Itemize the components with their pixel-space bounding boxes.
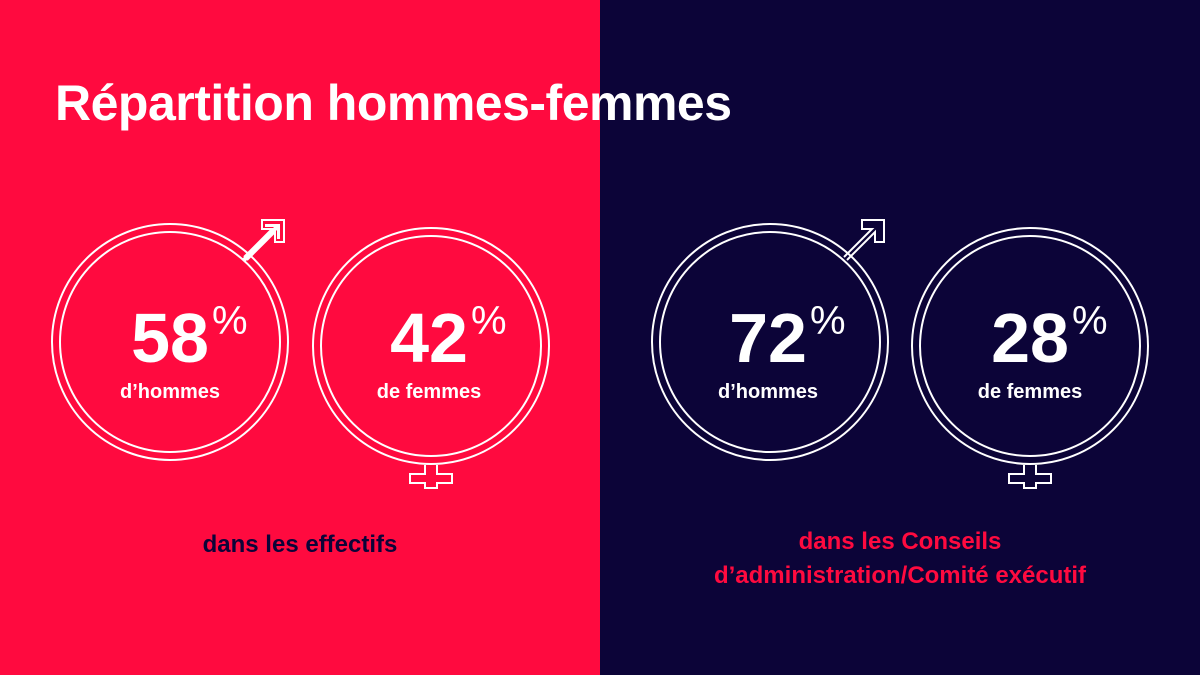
percent-unit: %	[1071, 299, 1108, 343]
left-panel-background	[0, 0, 600, 675]
caption-workforce: dans les effectifs	[202, 531, 398, 558]
caption-board-line-1: dans les Conseils	[798, 528, 1002, 555]
stat-label: de femmes	[376, 381, 482, 403]
stat-label: d’hommes	[119, 381, 221, 403]
male-symbol-icon	[51, 219, 289, 461]
stat-women-board: 28% de femmes	[910, 299, 1150, 404]
caption-board-line-2: d’administration/Comité exécutif	[713, 562, 1087, 589]
stat-value: 42%	[390, 299, 507, 377]
stat-label: de femmes	[977, 381, 1083, 403]
percent-unit: %	[809, 299, 846, 343]
male-symbol-icon	[651, 219, 889, 461]
stat-men-workforce: 58% d’hommes	[50, 299, 290, 404]
right-panel-background	[600, 0, 1200, 675]
female-symbol-icon	[911, 227, 1149, 489]
stat-women-workforce: 42% de femmes	[309, 299, 549, 404]
stat-value: 28%	[991, 299, 1108, 377]
caption-board: dans les Conseils d’administration/Comit…	[600, 525, 1200, 593]
stat-men-board: 72% d’hommes	[648, 299, 888, 404]
page-title: Répartition hommes-femmes	[55, 75, 732, 131]
percent-unit: %	[211, 299, 248, 343]
percent-unit: %	[470, 299, 507, 343]
female-symbol-icon	[312, 227, 550, 489]
stat-label: d’hommes	[717, 381, 819, 403]
stat-value: 58%	[131, 299, 248, 377]
stat-value: 72%	[729, 299, 846, 377]
